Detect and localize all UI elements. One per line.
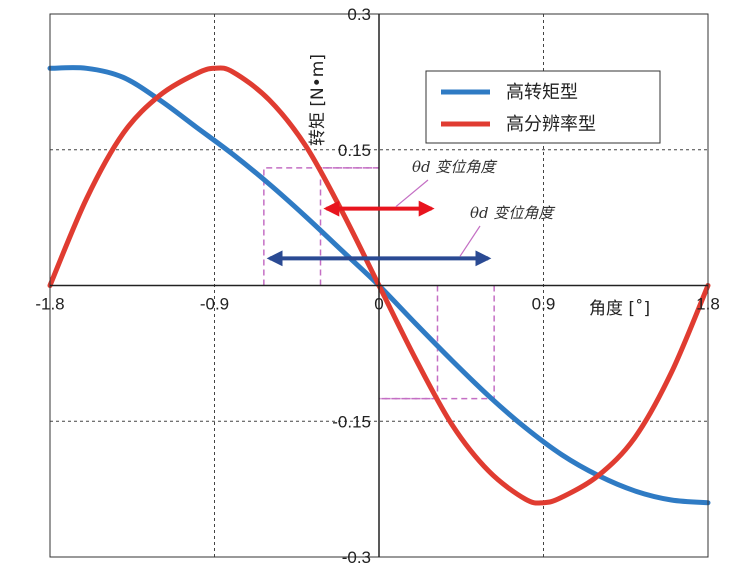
x-tick-label-4: 1.8 xyxy=(696,295,720,314)
leader-line-blue xyxy=(459,225,481,257)
annotation-label-red: θd 变位角度 xyxy=(412,158,497,176)
legend-label-high-resolution: 高分辨率型 xyxy=(506,114,596,135)
legend-label-high-torque: 高转矩型 xyxy=(506,82,578,103)
x-tick-label-1: -0.9 xyxy=(200,295,229,314)
y-tick-label-3: -0.15 xyxy=(332,412,371,431)
legend: 高转矩型 高分辨率型 xyxy=(425,70,661,144)
plot-frame xyxy=(49,13,709,558)
tick-labels: -1.8-0.900.91.80.30.150-0.15-0.3 xyxy=(35,5,719,567)
guide-top-1 xyxy=(263,167,379,286)
y-tick-label-0: 0.3 xyxy=(347,5,371,24)
y-tick-label-1: 0.15 xyxy=(338,141,371,160)
y-axis-title: 转矩 [N•m] xyxy=(308,54,328,146)
annotation-label-blue: θd 变位角度 xyxy=(470,204,555,222)
x-tick-label-3: 0.9 xyxy=(532,295,556,314)
x-tick-label-2: 0 xyxy=(374,295,383,314)
y-tick-label-4: -0.3 xyxy=(342,548,371,567)
x-axis-title: 角度 [˚] xyxy=(589,298,650,319)
x-tick-label-0: -1.8 xyxy=(35,295,64,314)
displacement-arrows xyxy=(266,179,492,267)
leader-line-red xyxy=(395,179,429,208)
legend-box xyxy=(425,70,661,144)
